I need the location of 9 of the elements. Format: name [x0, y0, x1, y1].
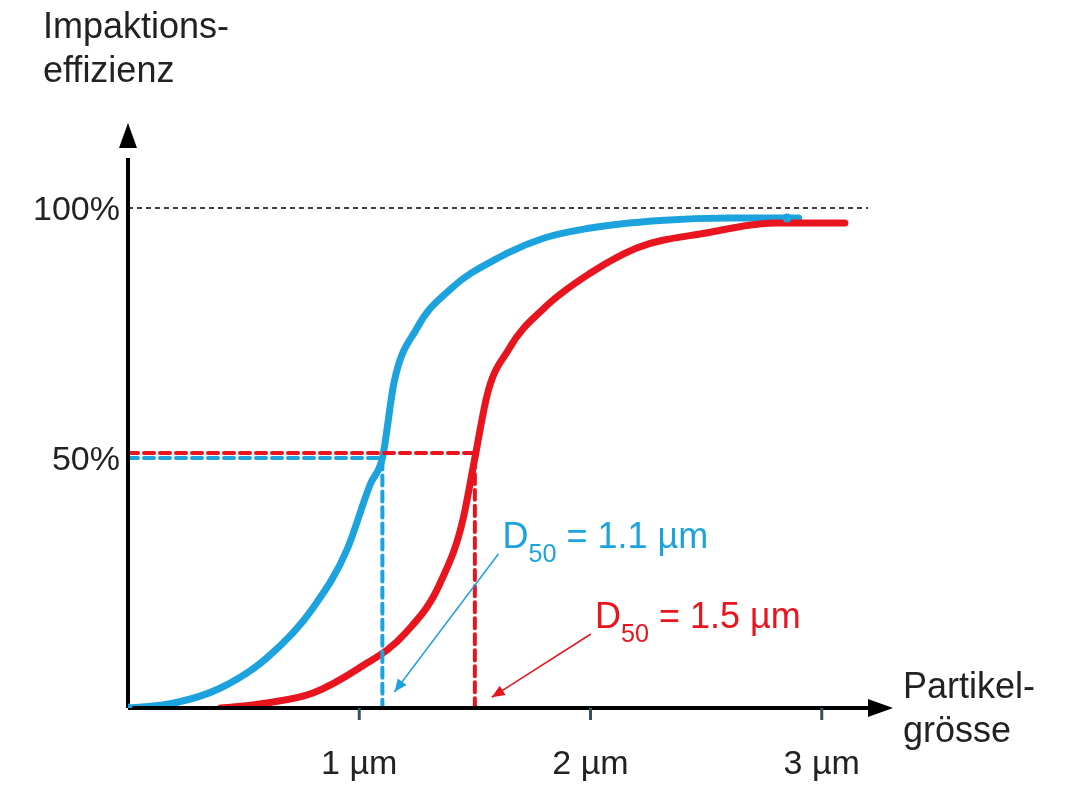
y-axis-title: Impaktions-effizienz [43, 5, 230, 90]
x-tick-label: 3 µm [783, 743, 860, 782]
x-tick-label: 1 µm [321, 743, 398, 782]
x-axis-title: Partikel-grösse [903, 665, 1036, 750]
x-tick-label: 2 µm [552, 743, 629, 782]
annotation: D$_{50}$ = 1.5 µm [594, 595, 801, 647]
y-tick-label: 50% [51, 439, 120, 478]
y-tick-label: 100% [33, 189, 120, 228]
annotation: D$_{50}$ = 1.1 µm [502, 515, 709, 567]
